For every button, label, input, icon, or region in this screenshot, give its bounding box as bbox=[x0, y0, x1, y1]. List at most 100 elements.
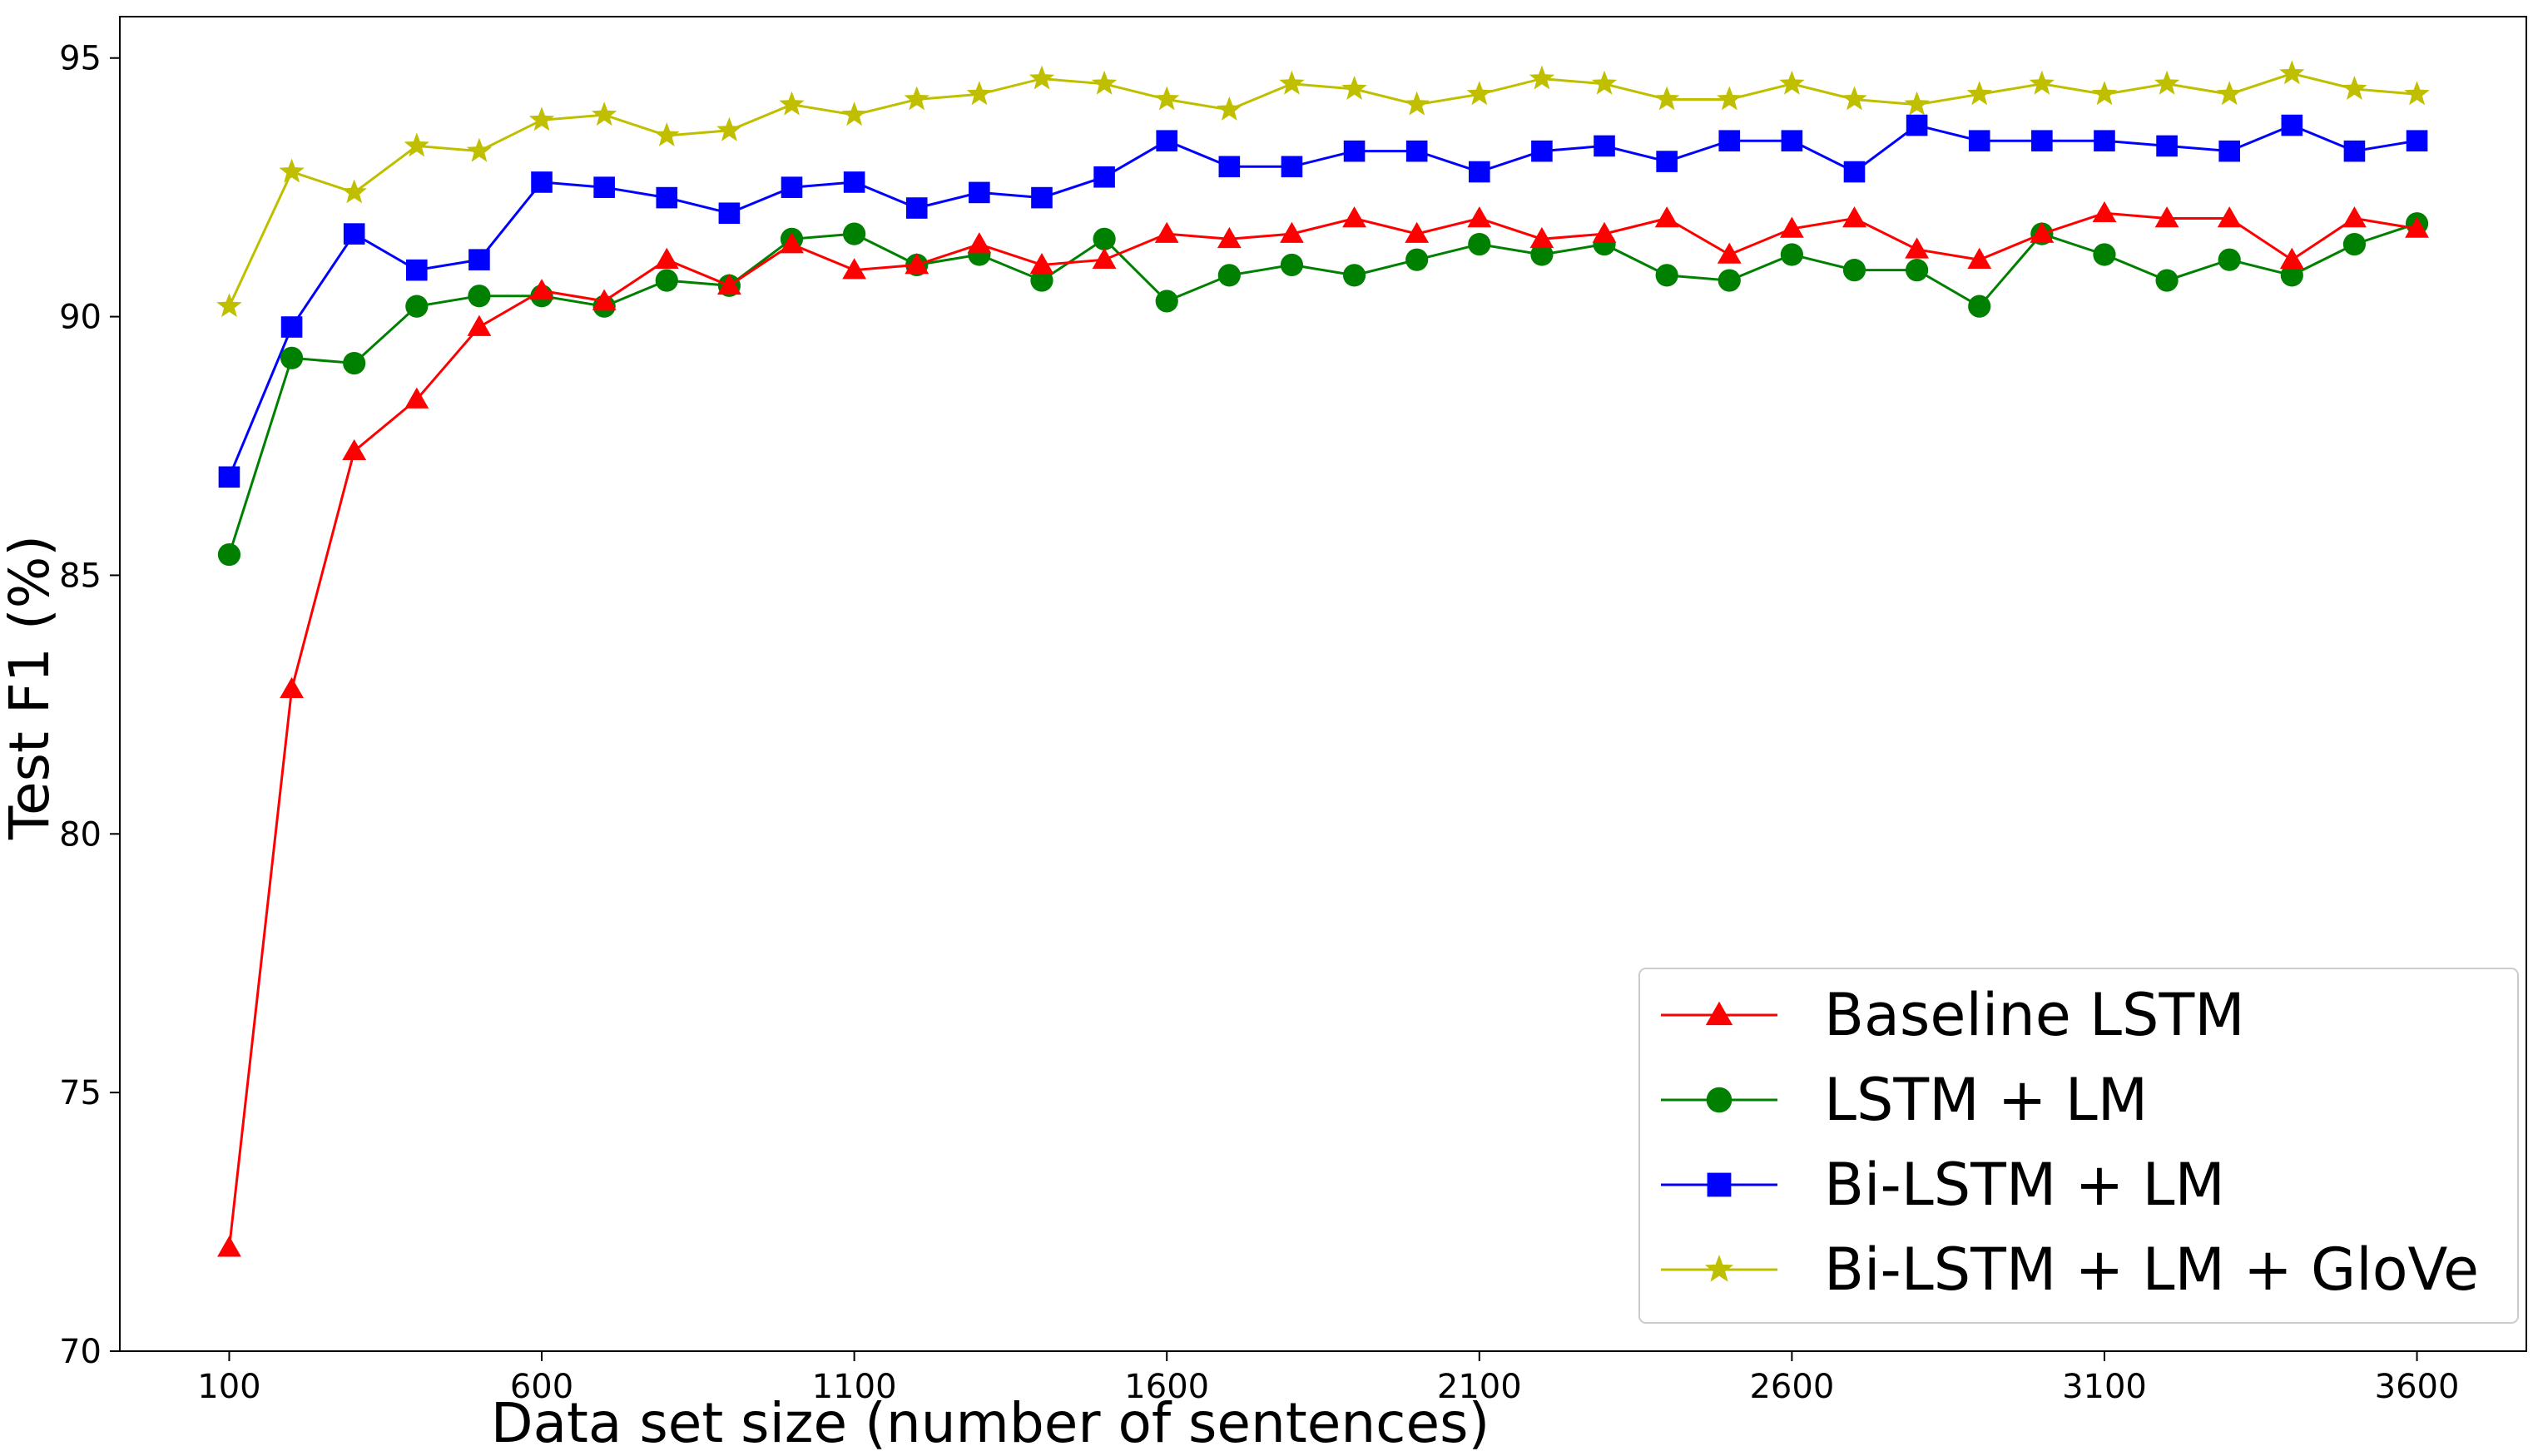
axis-ticks: 100 600 1100 1600 2100 2600 3100 3600 70 75 80 85 90… bbox=[59, 40, 2459, 1406]
data-point bbox=[1843, 161, 1866, 183]
data-point bbox=[593, 176, 615, 198]
legend-marker bbox=[1705, 1001, 1733, 1026]
data-point bbox=[1718, 269, 1741, 292]
data-point bbox=[1653, 86, 1680, 111]
data-point bbox=[591, 102, 617, 126]
data-point bbox=[280, 676, 304, 699]
data-point bbox=[2405, 216, 2429, 238]
data-point bbox=[466, 137, 493, 162]
data-point bbox=[2093, 243, 2116, 266]
data-point bbox=[1031, 186, 1053, 209]
data-point bbox=[2218, 140, 2240, 162]
data-point bbox=[1779, 216, 1804, 238]
data-point bbox=[1779, 70, 1805, 95]
data-point bbox=[2154, 206, 2179, 228]
data-point bbox=[405, 295, 429, 318]
data-point bbox=[1029, 65, 1055, 90]
data-point bbox=[1092, 247, 1117, 270]
data-point bbox=[716, 116, 742, 141]
data-point bbox=[1905, 237, 1930, 259]
data-point bbox=[779, 91, 805, 116]
data-point bbox=[1594, 135, 1615, 157]
data-point bbox=[1281, 156, 1303, 178]
series-line bbox=[228, 123, 2417, 478]
series-layer bbox=[216, 60, 2430, 1257]
data-point bbox=[1342, 206, 1366, 228]
y-axis-label: Test F1 (%) bbox=[0, 535, 62, 840]
data-point bbox=[969, 181, 990, 204]
series-line bbox=[228, 72, 2417, 307]
x-tick-label: 3600 bbox=[2375, 1368, 2460, 1406]
data-point bbox=[2281, 114, 2303, 136]
data-point bbox=[2218, 248, 2241, 271]
legend-label: Bi-LSTM + LM + GloVe bbox=[1824, 1236, 2479, 1304]
legend-label: Bi-LSTM + LM bbox=[1824, 1151, 2225, 1219]
data-point bbox=[905, 253, 929, 275]
data-point bbox=[2217, 81, 2243, 106]
data-point bbox=[1842, 86, 1867, 111]
x-tick-label: 600 bbox=[510, 1368, 573, 1406]
data-point bbox=[2342, 206, 2367, 228]
data-point bbox=[1217, 96, 1242, 121]
data-point bbox=[781, 176, 803, 198]
data-point bbox=[2154, 70, 2180, 95]
plot-area bbox=[119, 16, 2527, 1352]
data-point bbox=[468, 249, 490, 271]
data-point bbox=[468, 285, 491, 308]
data-point bbox=[280, 316, 303, 338]
data-point bbox=[1654, 206, 1679, 228]
data-point bbox=[404, 132, 429, 157]
data-point bbox=[217, 1236, 241, 1257]
data-point bbox=[1906, 259, 1929, 282]
data-point bbox=[1280, 253, 1304, 277]
data-point bbox=[843, 171, 865, 193]
x-tick-label: 1600 bbox=[1124, 1368, 1209, 1406]
data-point bbox=[1717, 242, 1742, 264]
data-point bbox=[2092, 201, 2117, 223]
series-bi-lstm-lm-glove bbox=[216, 60, 2430, 318]
data-point bbox=[1091, 70, 1118, 95]
data-point bbox=[1592, 221, 1617, 243]
data-point bbox=[1154, 221, 1179, 243]
data-point bbox=[1842, 259, 1866, 282]
data-point bbox=[1529, 226, 1554, 249]
data-point bbox=[1404, 91, 1430, 116]
data-point bbox=[1531, 140, 1553, 162]
legend-label: LSTM + LM bbox=[1824, 1066, 2148, 1134]
data-point bbox=[2031, 130, 2053, 152]
data-point bbox=[718, 202, 741, 225]
data-point bbox=[341, 179, 367, 204]
data-point bbox=[1906, 114, 1928, 136]
series-line bbox=[228, 222, 2417, 556]
y-tick-label: 80 bbox=[59, 815, 102, 854]
data-point bbox=[1030, 269, 1053, 292]
data-point bbox=[1781, 130, 1803, 152]
data-point bbox=[531, 171, 553, 193]
data-point bbox=[1343, 140, 1366, 162]
legend-marker bbox=[1707, 1172, 1732, 1197]
data-point bbox=[592, 289, 617, 310]
y-tick-label: 90 bbox=[59, 299, 102, 337]
data-point bbox=[1093, 227, 1116, 250]
data-point bbox=[1968, 295, 1991, 318]
data-point bbox=[2029, 70, 2055, 95]
series-bi-lstm-lm bbox=[218, 114, 2428, 488]
data-point bbox=[216, 293, 242, 318]
data-point bbox=[343, 351, 366, 375]
data-point bbox=[343, 223, 365, 245]
data-point bbox=[967, 232, 992, 254]
y-tick-label: 75 bbox=[59, 1074, 102, 1112]
x-tick-label: 3100 bbox=[2062, 1368, 2147, 1406]
data-point bbox=[2279, 60, 2305, 85]
data-point bbox=[2404, 81, 2430, 106]
data-point bbox=[1966, 81, 1992, 106]
data-point bbox=[1718, 130, 1741, 152]
data-point bbox=[1656, 151, 1678, 172]
x-tick-label: 1100 bbox=[812, 1368, 897, 1406]
data-point bbox=[842, 258, 867, 280]
legend-marker bbox=[1704, 1255, 1734, 1282]
data-point bbox=[1155, 290, 1178, 313]
data-point bbox=[2343, 140, 2366, 162]
data-point bbox=[1591, 70, 1618, 95]
